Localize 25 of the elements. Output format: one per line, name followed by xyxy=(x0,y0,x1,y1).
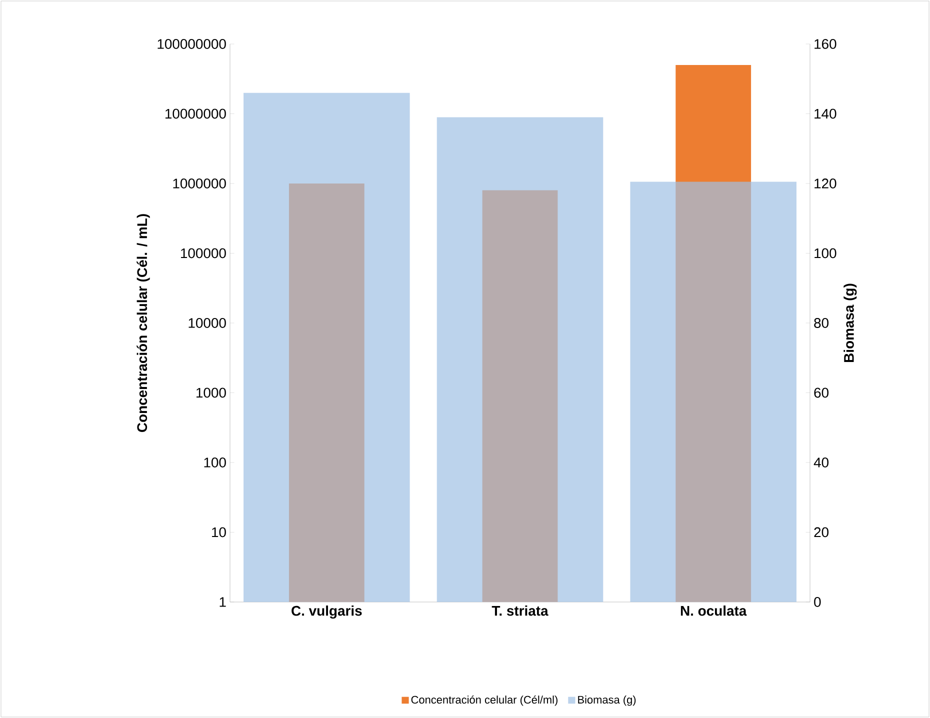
legend-label: Biomasa (g) xyxy=(578,696,636,706)
y2-tick-label: 100 xyxy=(814,248,836,258)
y-tick-label: 1000 xyxy=(196,388,226,398)
y-tick-label: 100 xyxy=(204,458,226,468)
y2-tick-label: 160 xyxy=(814,39,836,49)
y-tick-label: 1000000 xyxy=(173,178,226,188)
x-tick-label: T. striata xyxy=(492,606,548,616)
y2-tick-label: 20 xyxy=(814,527,829,538)
y2-tick-label: 80 xyxy=(814,318,829,328)
y-tick-label: 1 xyxy=(220,597,226,607)
y-tick-label: 100000000 xyxy=(158,39,226,49)
y-axis-title: Concentración celular (Cél. / mL) xyxy=(136,214,150,432)
y-tick-label: 10 xyxy=(212,527,226,538)
x-tick-label: N. oculata xyxy=(680,606,747,616)
y2-tick-label: 140 xyxy=(814,108,836,119)
y2-tick-label: 60 xyxy=(814,388,829,398)
y2-tick-label: 0 xyxy=(814,597,821,607)
x-tick-label: C. vulgaris xyxy=(292,606,362,619)
y2-tick-label: 40 xyxy=(814,458,829,468)
y2-tick-label: 120 xyxy=(814,178,836,188)
y-tick-label: 100000 xyxy=(181,248,226,258)
legend-label: Concentración celular (Cél/ml) xyxy=(411,695,558,706)
y2-axis-title: Biomasa (g) xyxy=(844,284,857,362)
y-tick-label: 10000 xyxy=(188,318,226,328)
y-tick-label: 10000000 xyxy=(165,108,226,119)
